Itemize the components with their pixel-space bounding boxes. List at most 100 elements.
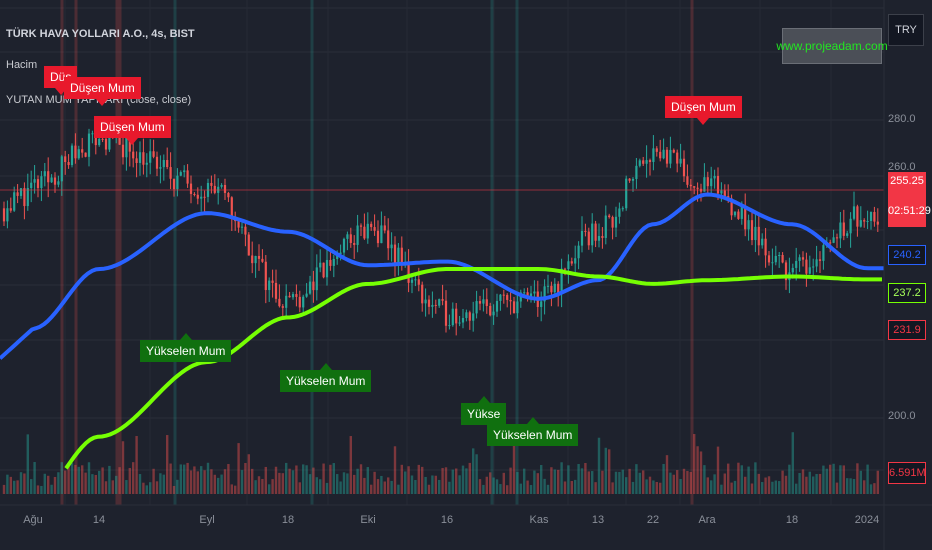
- volume-bar: [380, 475, 383, 494]
- volume-bar: [26, 434, 29, 494]
- bullish-label[interactable]: Yükse: [461, 396, 507, 425]
- volume-bar: [478, 479, 482, 494]
- candle-body: [567, 261, 570, 270]
- watermark-box: www.projeadam.com: [776, 28, 888, 64]
- volume-bar: [179, 464, 182, 494]
- candle-body: [502, 294, 505, 296]
- candle-body: [108, 128, 111, 150]
- candle-body: [152, 151, 155, 157]
- price-tick: 200.0: [888, 410, 916, 422]
- candle-body: [863, 220, 866, 222]
- volume-bar: [577, 464, 580, 494]
- bullish-label[interactable]: Yükselen Mum: [487, 417, 579, 446]
- volume-bar: [859, 470, 862, 494]
- candle-body: [774, 255, 777, 263]
- candle-body: [812, 266, 815, 268]
- volume-bar: [523, 468, 526, 494]
- candle-body: [723, 190, 726, 197]
- candle-body: [461, 317, 465, 323]
- candle-body: [94, 133, 97, 146]
- candle-body: [67, 162, 70, 166]
- candle-body: [747, 220, 750, 230]
- candle-body: [652, 148, 655, 162]
- candle-body: [628, 178, 631, 181]
- volume-bar: [557, 469, 560, 494]
- candle-body: [604, 215, 607, 238]
- candle-body: [523, 292, 526, 294]
- volume-bar: [604, 447, 607, 494]
- volume-bar: [159, 473, 162, 494]
- candle-body: [203, 196, 206, 198]
- volume-bar: [407, 466, 410, 494]
- volume-bar: [169, 463, 172, 494]
- candle-body: [716, 175, 720, 194]
- bearish-label[interactable]: Düşen Mum: [94, 116, 171, 145]
- candle-body: [308, 281, 312, 294]
- bullish-label[interactable]: Yükselen Mum: [140, 333, 232, 362]
- volume-bar: [387, 477, 390, 494]
- candle-body: [584, 230, 587, 232]
- candle-body: [468, 312, 471, 321]
- time-tick: Ağu: [23, 514, 43, 526]
- candle-body: [659, 151, 662, 159]
- volume-bar: [499, 484, 502, 494]
- bearish-label[interactable]: Düşen Mum: [665, 96, 742, 125]
- candle-body: [417, 279, 420, 285]
- volume-bar: [642, 470, 645, 494]
- volume-bar: [672, 474, 675, 494]
- volume-bar: [679, 478, 682, 494]
- volume-bar: [570, 480, 573, 494]
- volume-bar: [183, 464, 186, 494]
- volume-bar: [251, 468, 254, 494]
- candle-body: [730, 198, 733, 216]
- currency-button[interactable]: TRY: [888, 14, 924, 46]
- volume-bar: [716, 446, 720, 494]
- volume-bar: [438, 479, 441, 494]
- volume-bar: [254, 480, 257, 494]
- candle-body: [427, 299, 431, 307]
- volume-bar: [444, 467, 448, 494]
- candlesticks: [2, 119, 879, 336]
- candle-body: [6, 208, 9, 222]
- volume-bar: [567, 465, 570, 494]
- volume-bar: [489, 472, 492, 494]
- volume-bar: [832, 463, 835, 494]
- volume-bar: [587, 471, 590, 494]
- candle-body: [434, 304, 437, 306]
- time-tick: 16: [440, 514, 454, 526]
- volume-bar: [13, 480, 16, 494]
- candle-body: [849, 218, 852, 234]
- candle-body: [251, 255, 254, 264]
- volume-bar: [213, 474, 216, 494]
- bullish-label[interactable]: Yükselen Mum: [280, 363, 372, 392]
- volume-bar: [234, 485, 237, 494]
- volume-bar: [808, 471, 811, 494]
- volume-bar: [852, 479, 856, 494]
- volume-bar: [822, 465, 825, 494]
- candle-body: [444, 300, 448, 326]
- candle-body: [162, 160, 165, 168]
- volume-legend[interactable]: Hacim: [6, 59, 38, 71]
- volume-bar: [322, 463, 325, 494]
- volume-bar: [696, 446, 699, 494]
- candle-body: [506, 294, 509, 300]
- volume-bar: [356, 468, 359, 494]
- volume-bar: [50, 484, 53, 494]
- candle-body: [57, 181, 60, 185]
- candle-body: [261, 258, 264, 262]
- candle-body: [431, 304, 434, 307]
- volume-bar: [584, 463, 587, 494]
- bearish-label[interactable]: Düşen Mum: [64, 77, 141, 106]
- volume-bar: [710, 480, 713, 494]
- candle-body: [563, 268, 567, 270]
- candle-body: [553, 283, 556, 293]
- volume-bar: [285, 462, 288, 494]
- time-tick: 14: [92, 514, 106, 526]
- volume-bar: [200, 466, 203, 494]
- candle-body: [682, 158, 686, 177]
- volume-bar: [128, 467, 131, 494]
- candle-body: [757, 226, 760, 246]
- volume-bar: [40, 485, 43, 494]
